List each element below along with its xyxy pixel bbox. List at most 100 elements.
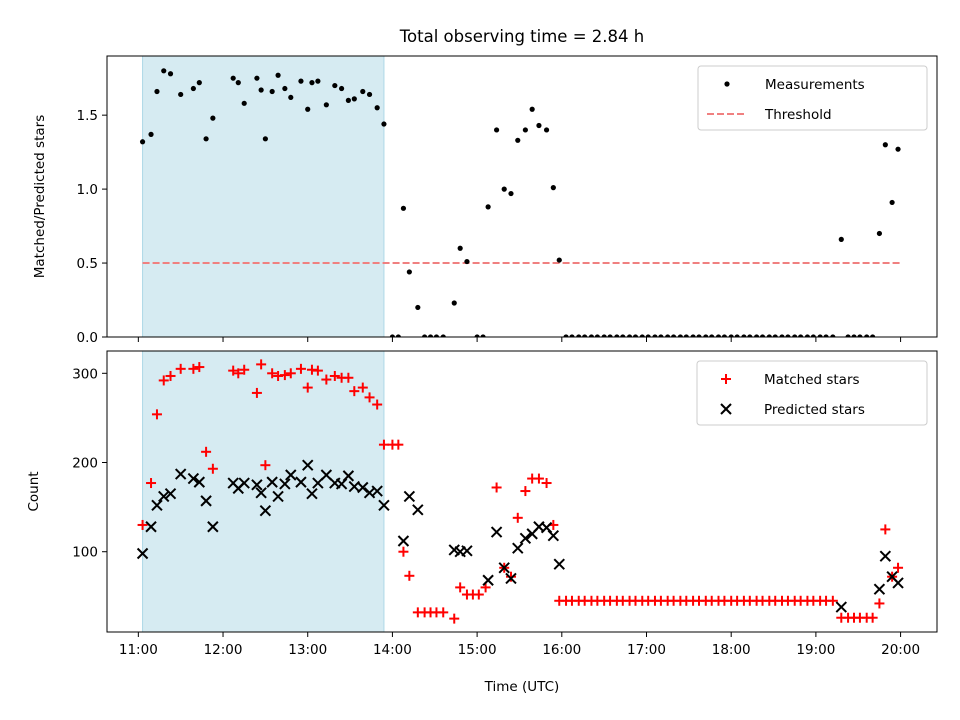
matched-star-point xyxy=(194,362,205,373)
matched-star-point xyxy=(137,519,148,530)
predicted-star-point xyxy=(164,488,177,500)
measurement-point xyxy=(178,91,184,98)
matched-star-point xyxy=(151,409,162,420)
measurement-point xyxy=(203,136,209,142)
measurement-point xyxy=(594,334,600,337)
predicted-star-point xyxy=(412,504,424,516)
measurement-point xyxy=(677,334,683,337)
matched-star-point xyxy=(874,598,885,609)
measurement-point xyxy=(851,334,857,337)
chart-title: Total observing time = 2.84 h xyxy=(399,27,644,46)
measurement-point xyxy=(493,127,500,133)
matched-star-point xyxy=(256,359,267,370)
matched-star-point xyxy=(404,570,415,581)
bottom-panel-counts: 11:00 12:00 13:00 14:00 15:00 16:00 17:00 18:00… xyxy=(72,350,938,658)
measurement-point xyxy=(400,205,407,211)
measurement-point xyxy=(457,245,463,251)
matched-star-point xyxy=(541,478,552,489)
series-measurements xyxy=(139,68,901,337)
measurement-point xyxy=(474,334,480,337)
measurement-point xyxy=(588,334,595,337)
predicted-star-point xyxy=(553,558,565,570)
measurement-point xyxy=(747,334,753,337)
measurement-point xyxy=(582,334,588,337)
measurement-point xyxy=(876,230,883,237)
measurement-point xyxy=(652,334,658,337)
matched-star-point xyxy=(893,562,904,573)
predicted-star-point xyxy=(547,529,560,542)
measurement-point xyxy=(665,334,671,337)
measurement-point xyxy=(703,334,709,337)
measurement-point xyxy=(838,236,844,242)
measurement-point xyxy=(508,190,514,197)
measurement-point xyxy=(389,334,396,337)
predicted-star-point xyxy=(461,545,473,557)
predicted-star-point xyxy=(519,532,532,545)
measurement-point xyxy=(709,334,715,337)
bottom-y-axis-label: Count xyxy=(26,471,42,511)
measurement-point xyxy=(645,334,651,337)
x-tick-label: 20:00 xyxy=(881,642,920,658)
predicted-star-point xyxy=(892,577,904,589)
measurement-point xyxy=(415,304,421,311)
axes-frame xyxy=(106,350,938,633)
measurement-point xyxy=(154,88,160,95)
x-tick-label: 16:00 xyxy=(542,642,581,658)
measurement-point xyxy=(543,127,550,133)
measurement-point xyxy=(374,105,380,111)
measurement-point xyxy=(323,102,329,108)
predicted-star-point xyxy=(279,478,291,490)
measurement-point xyxy=(779,334,785,337)
measurement-point xyxy=(683,334,689,337)
measurement-point xyxy=(728,334,734,337)
predicted-star-point xyxy=(403,490,416,503)
measurement-point xyxy=(601,334,607,337)
measurement-point xyxy=(269,88,275,95)
predicted-star-point xyxy=(272,490,284,503)
matched-star-point xyxy=(207,463,218,474)
measurement-point xyxy=(696,334,702,337)
predicted-star-point xyxy=(266,476,278,488)
measurement-point xyxy=(734,334,740,337)
legend-plus-icon xyxy=(721,374,731,384)
matched-star-point xyxy=(233,368,244,379)
measurement-point xyxy=(870,334,876,337)
axes-frame xyxy=(106,55,938,338)
y-tick-label: 1.0 xyxy=(77,182,98,198)
matched-star-point xyxy=(398,546,409,557)
measurement-point xyxy=(464,258,470,265)
predicted-star-point xyxy=(498,562,510,574)
y-tick-label: 0.5 xyxy=(77,256,98,272)
measurement-point xyxy=(451,300,457,306)
measurement-point xyxy=(275,72,281,78)
measurement-point xyxy=(766,334,772,337)
predicted-star-point xyxy=(136,547,149,560)
measurement-point xyxy=(810,334,816,337)
measurement-point xyxy=(614,334,620,337)
measurement-point xyxy=(754,334,760,337)
measurement-point xyxy=(515,137,521,143)
measurement-point xyxy=(522,127,528,133)
matched-star-point xyxy=(827,595,838,606)
measurement-point xyxy=(309,80,315,86)
matched-star-point xyxy=(267,368,278,379)
matched-star-point xyxy=(239,364,250,375)
legend-label: Matched stars xyxy=(764,372,860,388)
predicted-star-point xyxy=(490,526,503,538)
measurement-point xyxy=(864,334,870,337)
legend-box xyxy=(697,65,928,131)
y-tick-label: 0.0 xyxy=(77,330,98,346)
matched-star-point xyxy=(251,387,262,398)
x-tick-label: 17:00 xyxy=(627,642,666,658)
measurement-point xyxy=(485,204,491,210)
predicted-star-point xyxy=(145,521,157,533)
predicted-star-point xyxy=(378,499,390,512)
predicted-star-point xyxy=(259,504,272,517)
measurement-point xyxy=(139,139,146,145)
predicted-star-point xyxy=(295,476,307,488)
measurement-point xyxy=(332,82,338,89)
predicted-star-point xyxy=(397,535,410,547)
matched-star-point xyxy=(349,386,360,397)
measurement-point xyxy=(785,334,791,337)
measurement-point xyxy=(235,80,241,86)
